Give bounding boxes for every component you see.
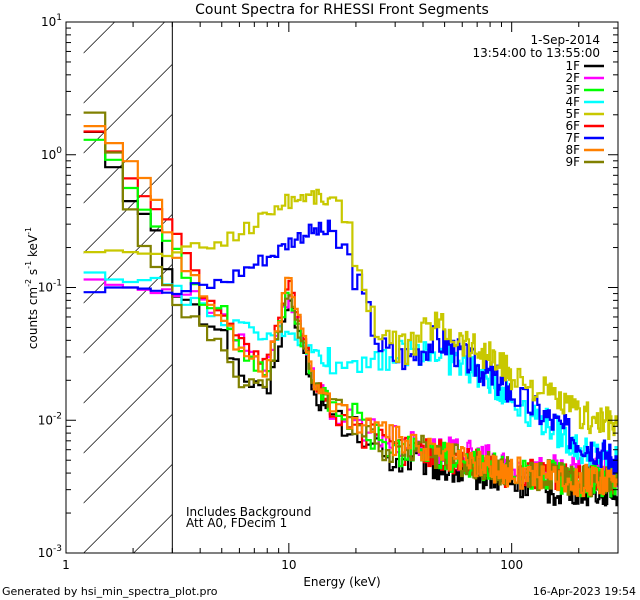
series-line-1F bbox=[83, 130, 618, 507]
hatch-line bbox=[83, 413, 173, 504]
y-tick-label: 101 bbox=[41, 13, 62, 29]
y-tick-labels: 10-3 10-2 10-1 100 101 bbox=[38, 13, 63, 560]
series-line-7F bbox=[83, 219, 618, 475]
y-tick-exp: -1 bbox=[53, 279, 62, 289]
legend-label: 6F bbox=[565, 119, 580, 133]
legend-label: 5F bbox=[565, 107, 580, 121]
y-tick-label: 10-3 bbox=[38, 544, 62, 560]
y-tick-base: 10 bbox=[38, 281, 53, 295]
series-line-5F bbox=[83, 188, 618, 440]
legend-label: 2F bbox=[565, 71, 580, 85]
y-axis-label-sup: -1 bbox=[24, 227, 33, 235]
series-line-2F bbox=[83, 278, 618, 489]
y-tick-exp: 0 bbox=[56, 146, 62, 156]
series-line-8F bbox=[83, 125, 618, 498]
hatch-line bbox=[83, 63, 173, 154]
x-tick-label: 10 bbox=[281, 558, 296, 572]
legend-label: 7F bbox=[565, 131, 580, 145]
y-axis-label-sup: -1 bbox=[24, 261, 33, 269]
legend-label: 8F bbox=[565, 143, 580, 157]
hatch-line bbox=[0, 22, 15, 553]
y-tick-label: 10-1 bbox=[38, 279, 62, 295]
y-axis-label-sup: -2 bbox=[24, 279, 33, 287]
legend-label: 3F bbox=[565, 83, 580, 97]
legend-label: 1F bbox=[565, 59, 580, 73]
hatch-line bbox=[83, 213, 173, 304]
y-tick-exp: -3 bbox=[53, 544, 62, 554]
note-attenuator: Att A0, FDecim 1 bbox=[186, 516, 287, 530]
chart-title: Count Spectra for RHESSI Front Segments bbox=[195, 2, 489, 18]
y-tick-base: 10 bbox=[38, 546, 53, 560]
y-tick-base: 10 bbox=[41, 148, 56, 162]
y-tick-base: 10 bbox=[41, 15, 56, 29]
series-line-3F bbox=[83, 138, 618, 498]
y-tick-exp: -2 bbox=[53, 411, 62, 421]
footer-generator: Generated by hsi_min_spectra_plot.pro bbox=[2, 585, 218, 598]
y-tick-label: 10-2 bbox=[38, 411, 62, 427]
series-line-9F bbox=[83, 111, 618, 498]
time-range-label: 13:54:00 to 13:55:00 bbox=[473, 46, 600, 60]
x-tick-labels: 1 10 100 bbox=[62, 558, 523, 572]
y-tick-base: 10 bbox=[38, 413, 53, 427]
series-line-4F bbox=[83, 271, 618, 471]
y-tick-label: 100 bbox=[41, 146, 62, 162]
x-tick-label: 1 bbox=[62, 558, 70, 572]
y-tick-exp: 1 bbox=[56, 13, 62, 23]
series-line-6F bbox=[83, 130, 618, 497]
x-tick-label: 100 bbox=[500, 558, 523, 572]
y-axis-label-text: s bbox=[26, 269, 40, 279]
legend-label: 9F bbox=[565, 155, 580, 169]
footer-timestamp: 16-Apr-2023 19:54 bbox=[533, 585, 636, 598]
y-axis-ticks bbox=[66, 27, 618, 554]
legend-label: 4F bbox=[565, 95, 580, 109]
y-axis-label-text: counts cm bbox=[26, 287, 40, 349]
y-axis-label-text: keV bbox=[26, 234, 40, 261]
x-axis-ticks bbox=[65, 22, 619, 553]
note-background: Includes Background bbox=[186, 505, 311, 519]
series-lines bbox=[83, 111, 618, 507]
y-axis-label: counts cm-2 s-1 keV-1 bbox=[24, 227, 40, 349]
x-axis-label: Energy (keV) bbox=[303, 575, 380, 589]
date-label: 1-Sep-2014 bbox=[531, 33, 600, 47]
